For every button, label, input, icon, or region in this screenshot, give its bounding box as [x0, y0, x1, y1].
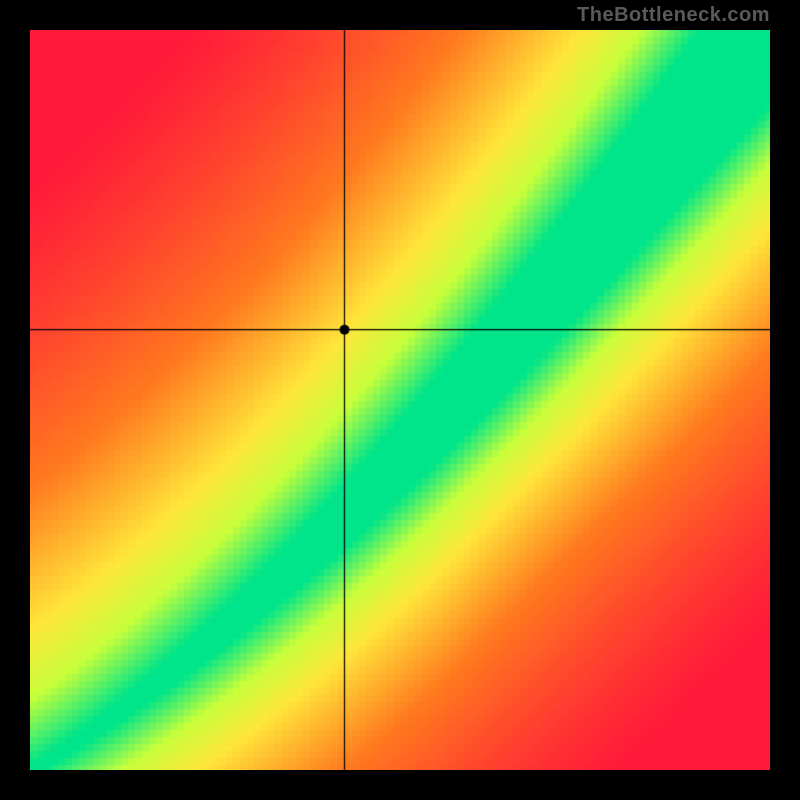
- bottleneck-heatmap: [30, 30, 770, 770]
- attribution-label: TheBottleneck.com: [577, 4, 770, 27]
- chart-container: TheBottleneck.com: [0, 0, 800, 800]
